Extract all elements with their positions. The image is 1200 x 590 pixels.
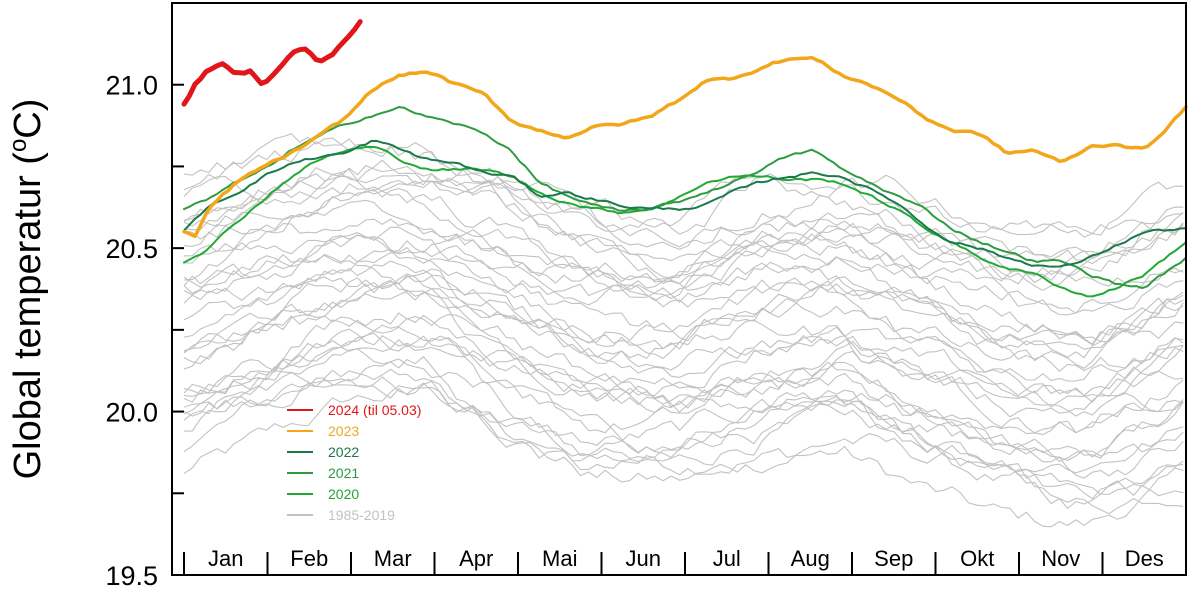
series-line-1985-2019 <box>183 371 1184 515</box>
month-label-mai: Mai <box>542 546 577 571</box>
series-line-2023 <box>182 55 1188 239</box>
series-line-1985-2019 <box>183 234 1184 350</box>
series-line-1985-2019 <box>183 378 1184 510</box>
month-label-mar: Mar <box>374 546 412 571</box>
month-label-feb: Feb <box>290 546 328 571</box>
month-label-apr: Apr <box>459 546 493 571</box>
series-line-2020 <box>183 145 1187 298</box>
month-label-jul: Jul <box>713 546 741 571</box>
month-label-jun: Jun <box>626 546 661 571</box>
legend-label: 2022 <box>328 444 359 460</box>
month-label-jan: Jan <box>208 546 243 571</box>
series-line-1985-2019 <box>183 138 1184 250</box>
y-tick-label: 20.5 <box>105 234 158 264</box>
series-line-1985-2019 <box>183 348 1184 479</box>
series-line-1985-2019 <box>183 279 1184 408</box>
series-line-1985-2019 <box>183 253 1184 373</box>
month-label-okt: Okt <box>960 546 994 571</box>
y-tick-label: 20.0 <box>105 398 158 428</box>
legend-label: 2023 <box>328 423 359 439</box>
series-line-1985-2019 <box>183 314 1184 434</box>
series-line-1985-2019 <box>183 326 1184 463</box>
legend: 2024 (til 05.03) 2023 2022 2021 2020 1985-201… <box>287 402 421 523</box>
series-line-1985-2019 <box>183 168 1184 282</box>
plot-frame <box>171 2 1187 576</box>
series-line-1985-2019 <box>183 328 1184 459</box>
series-lines <box>181 19 1188 298</box>
legend-label: 2024 (til 05.03) <box>328 402 421 418</box>
series-line-1985-2019 <box>183 335 1184 474</box>
month-label-aug: Aug <box>791 546 830 571</box>
y-tick-label: 21.0 <box>105 71 158 101</box>
series-line-1985-2019 <box>183 382 1184 528</box>
series-line-1985-2019 <box>183 165 1184 279</box>
series-line-1985-2019 <box>183 240 1184 359</box>
series-line-1985-2019 <box>183 368 1184 500</box>
series-line-2022 <box>183 139 1187 268</box>
series-line-1985-2019 <box>184 187 1184 314</box>
month-label-sep: Sep <box>874 546 913 571</box>
y-tick-label: 19.5 <box>105 561 158 590</box>
x-axis: Jan Feb Mar Apr Mai Jun Jul Aug Sep Okt Nov Des <box>183 546 1187 575</box>
legend-label: 2020 <box>328 486 359 502</box>
series-line-1985-2019 <box>183 234 1184 350</box>
legend-label: 1985-2019 <box>328 507 395 523</box>
series-line-1985-2019 <box>183 247 1184 369</box>
series-line-1985-2019 <box>183 167 1184 285</box>
series-line-1985-2019 <box>183 268 1184 403</box>
background-years-lines <box>183 133 1184 528</box>
series-line-2024 <box>181 19 363 107</box>
series-line-1985-2019 <box>183 312 1184 436</box>
y-axis-title: Global temperatur (oC) <box>5 99 49 480</box>
series-line-1985-2019 <box>183 173 1184 291</box>
series-line-1985-2019 <box>183 226 1184 346</box>
legend-label: 2021 <box>328 465 359 481</box>
month-label-nov: Nov <box>1041 546 1080 571</box>
series-line-1985-2019 <box>183 273 1184 405</box>
y-axis: 19.5 20.0 20.5 21.0 <box>105 71 184 590</box>
series-line-2021 <box>183 106 1187 290</box>
month-label-des: Des <box>1125 546 1164 571</box>
